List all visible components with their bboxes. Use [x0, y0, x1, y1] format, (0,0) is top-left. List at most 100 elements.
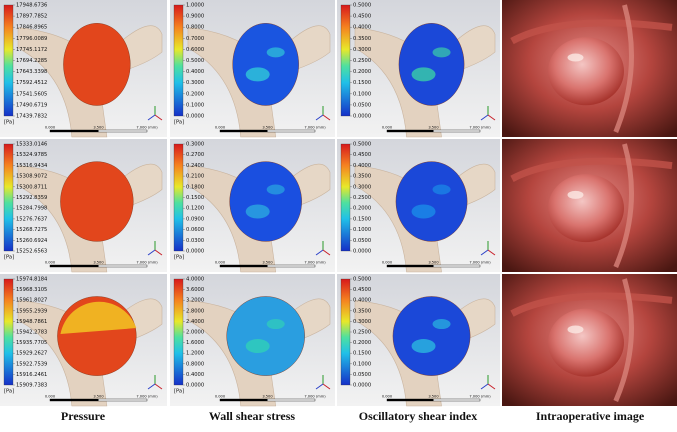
aneurysm-region: [245, 204, 270, 219]
colorbar-label: 0.1500: [353, 80, 371, 86]
colorbar-label: 17694.2285: [16, 58, 47, 64]
colorbar-label: 0.1000: [353, 91, 371, 97]
colorbar-label: 0.1000: [186, 102, 204, 108]
colorbar-label: 0.4000: [353, 163, 371, 169]
panel: 17948.6736 17897.7852 17846.8965 17796.0089…: [0, 0, 167, 138]
colorbar-unit: [Pa]: [4, 389, 14, 395]
colorbar-label: 17897.7852: [16, 14, 47, 20]
colorbar-unit: [Pa]: [174, 389, 184, 395]
colorbar-label: 0.2700: [186, 152, 204, 158]
triad: [487, 249, 496, 256]
colorbar-unit: [Pa]: [4, 255, 14, 261]
colorbar-label: 0.0600: [186, 227, 204, 233]
scale-bar: [50, 265, 99, 267]
colorbar-label: 0.9000: [186, 14, 204, 20]
aneurysm-photo: [548, 308, 624, 377]
intraoperative-photo: [502, 139, 677, 272]
triad: [154, 114, 163, 121]
aneurysm-region: [60, 301, 137, 335]
colorbar-label: 15961.8027: [16, 298, 47, 304]
scale-label: 3.500: [93, 395, 104, 399]
colorbar-label: 1.0000: [186, 3, 204, 9]
colorbar-label: 15922.7539: [16, 361, 47, 367]
colorbar-label: 15968.3105: [16, 287, 47, 293]
colorbar-label: 2.0000: [186, 330, 204, 336]
colorbar-label: 0.2000: [186, 91, 204, 97]
colorbar-label: 0.4500: [353, 287, 371, 293]
column-caption: Oscillatory shear index: [359, 409, 477, 423]
triad: [487, 114, 496, 121]
colorbar-label: 0.0000: [186, 383, 204, 389]
column-caption: Intraoperative image: [536, 409, 645, 423]
colorbar-label: 17541.5605: [16, 91, 47, 97]
colorbar-label: 0.4500: [353, 14, 371, 20]
colorbar-label: 15929.2627: [16, 351, 47, 357]
aneurysm: [395, 161, 468, 242]
scale-bar: [387, 399, 434, 401]
colorbar-label: 0.1000: [353, 361, 371, 367]
colorbar-label: 17745.1172: [16, 47, 47, 53]
colorbar-label: 15909.7383: [16, 383, 47, 389]
colorbar-label: 0.0000: [353, 383, 371, 389]
colorbar-label: 0.0500: [353, 372, 371, 378]
scale-bar: [50, 399, 99, 401]
scale-label: 3.500: [93, 261, 104, 265]
colorbar-label: 0.3000: [353, 319, 371, 325]
colorbar-label: 0.3000: [186, 80, 204, 86]
colorbar-label: 0.3500: [353, 308, 371, 314]
aneurysm-region: [245, 339, 270, 354]
aneurysm-region: [411, 339, 436, 354]
colorbar-label: 0.1500: [353, 351, 371, 357]
vessel-photo: [510, 19, 673, 45]
colorbar-label: 0.5000: [353, 3, 371, 9]
aneurysm-photo: [548, 174, 624, 243]
colorbar-label: 0.8000: [186, 25, 204, 31]
column-caption: Pressure: [61, 409, 106, 423]
scale-label: 7.000 (mm): [136, 126, 158, 130]
scale-label: 7.000 (mm): [469, 395, 491, 399]
colorbar-label: 0.8000: [186, 361, 204, 367]
colorbar-label: 15260.6924: [16, 238, 48, 244]
triad: [322, 383, 331, 390]
panel: 0.5000 0.4500 0.4000 0.3500 0.3000 0.2500 0.20…: [337, 0, 500, 138]
scale-label: 3.500: [428, 126, 439, 130]
aneurysm-region: [266, 184, 285, 195]
panel: 15974.8184 15968.3105 15961.8027 15955.2939…: [0, 274, 167, 407]
colorbar-label: 0.1500: [353, 216, 371, 222]
scale-label: 7.000 (mm): [469, 126, 491, 130]
colorbar: [3, 4, 14, 117]
colorbar-label: 17948.6736: [16, 3, 47, 9]
scale-label: 0.000: [45, 261, 56, 265]
colorbar-unit: [Pa]: [174, 120, 184, 126]
colorbar-label: 15324.9785: [16, 152, 47, 158]
colorbar-label: 15935.7705: [16, 340, 47, 346]
colorbar-label: 0.1500: [186, 195, 204, 201]
triad: [322, 114, 331, 121]
scale-label: 0.000: [215, 126, 226, 130]
colorbar-label: 0.2100: [186, 174, 204, 180]
colorbar: [340, 278, 351, 386]
colorbar-label: 15333.0146: [16, 142, 47, 148]
colorbar-label: 0.5000: [186, 58, 204, 64]
colorbar-label: 0.4000: [186, 372, 204, 378]
scale-label: 7.000 (mm): [136, 261, 158, 265]
colorbar-label: 17846.8965: [16, 25, 47, 31]
highlight: [567, 53, 584, 62]
colorbar-label: 15276.7637: [16, 216, 47, 222]
colorbar-label: 0.0000: [353, 114, 371, 120]
colorbar-label: 15308.9072: [16, 174, 47, 180]
colorbar-label: 0.3000: [186, 142, 204, 148]
colorbar: [3, 278, 14, 386]
colorbar-label: 0.0000: [186, 114, 204, 120]
aneurysm: [60, 161, 134, 242]
colorbar: [3, 143, 14, 252]
triad: [154, 383, 163, 390]
colorbar-label: 1.2000: [186, 351, 204, 357]
scale-bar: [387, 265, 434, 267]
scale-label: 0.000: [215, 395, 226, 399]
scale-label: 0.000: [382, 126, 393, 130]
scale-label: 7.000 (mm): [304, 261, 326, 265]
colorbar-label: 17592.4512: [16, 80, 47, 86]
aneurysm: [226, 296, 305, 376]
